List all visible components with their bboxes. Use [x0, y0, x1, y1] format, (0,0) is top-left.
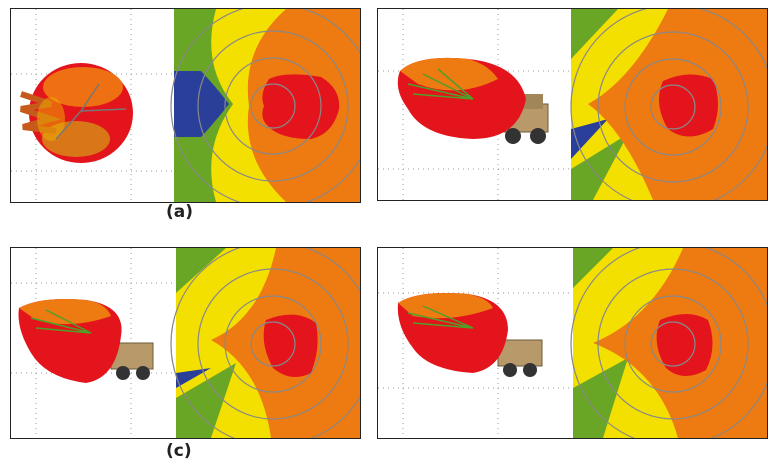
polar-grid-icon [170, 9, 360, 202]
panel-a-graphic [11, 9, 360, 202]
3d-radiation-pattern-icon [397, 57, 526, 140]
3d-radiation-pattern-icon [18, 299, 122, 383]
polar-grid-icon [170, 248, 360, 438]
panel-a [10, 8, 361, 203]
3d-radiation-pattern-icon [397, 293, 508, 373]
panel-c-graphic [11, 248, 360, 438]
panel-b [377, 8, 768, 201]
panel-b-graphic [378, 9, 767, 200]
panel-c [10, 247, 361, 439]
panel-d-graphic [378, 248, 767, 438]
3d-radiation-pattern-icon [20, 63, 133, 163]
panel-a-caption: (a) [166, 202, 194, 222]
panel-d [377, 247, 768, 439]
polar-grid-icon [570, 9, 767, 200]
panel-c-caption: (c) [166, 441, 192, 461]
polar-grid-icon [570, 248, 767, 438]
vehicle-icon [497, 339, 543, 377]
